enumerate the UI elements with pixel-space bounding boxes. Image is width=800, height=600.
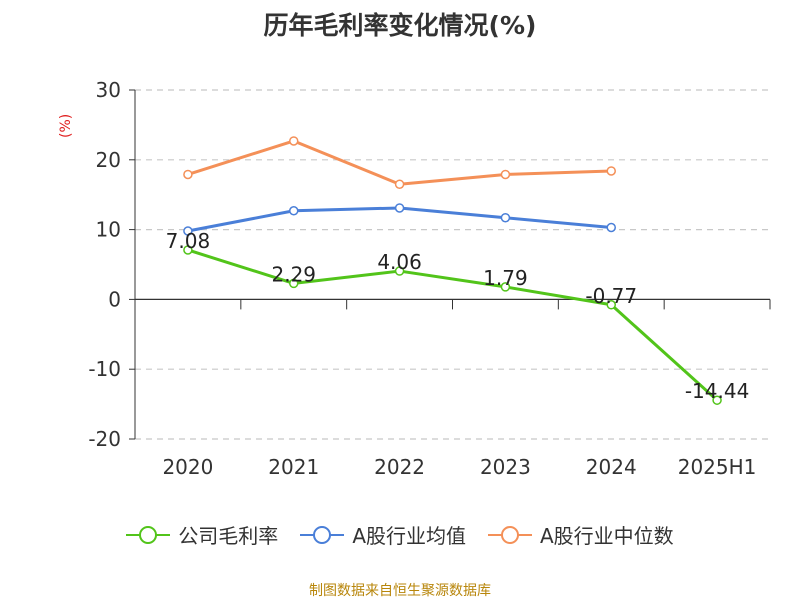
legend-line-circle-icon [126, 525, 171, 544]
y-tick-label: 0 [108, 287, 121, 311]
data-label: 1.79 [483, 266, 528, 290]
legend-label: A股行业均值 [352, 524, 466, 548]
data-point [606, 300, 616, 310]
y-tick-label: 20 [96, 148, 121, 172]
data-point [500, 282, 511, 292]
data-point [394, 266, 405, 276]
y-tick-label: -20 [88, 427, 121, 451]
legend-line-circle-icon [488, 525, 532, 544]
x-tick-label: 2022 [374, 455, 425, 479]
data-point [183, 245, 193, 255]
data-point [394, 179, 405, 189]
x-tick-label: 2025H1 [678, 455, 757, 479]
x-tick-label: 2020 [162, 455, 213, 479]
x-tick-label: 2021 [268, 455, 319, 479]
data-point [183, 226, 193, 236]
chart-title: 历年毛利率变化情况(%) [263, 11, 537, 40]
legend: 公司毛利率 A股行业均值 A股行业中位数 [0, 520, 800, 549]
data-point [183, 169, 193, 180]
legend-item[interactable]: A股行业均值 [300, 520, 466, 549]
series-line [187, 248, 719, 402]
x-tick-label: 2024 [586, 455, 637, 479]
data-point [289, 136, 299, 146]
data-point [500, 169, 511, 180]
data-point [606, 222, 616, 233]
data-label: 2.29 [271, 262, 316, 286]
data-point [500, 212, 511, 223]
y-tick-label: -10 [88, 357, 121, 381]
legend-item[interactable]: 公司毛利率 [126, 520, 278, 549]
series-line [187, 139, 612, 186]
data-point [289, 206, 299, 216]
legend-label: 公司毛利率 [178, 524, 279, 548]
legend-line-circle-icon [300, 525, 345, 544]
y-tick-label: 30 [96, 78, 121, 102]
data-label: 4.06 [377, 250, 422, 274]
data-point [289, 278, 299, 289]
data-label: 7.08 [166, 229, 211, 253]
legend-label: A股行业中位数 [540, 524, 674, 548]
data-source-note: 制图数据来自恒生聚源数据库 [309, 583, 491, 599]
data-point [712, 395, 722, 405]
x-tick-label: 2023 [480, 455, 531, 479]
data-label: -0.77 [585, 284, 637, 308]
data-point [394, 203, 405, 213]
data-point [606, 166, 616, 176]
data-label: -14.44 [685, 379, 749, 403]
legend-item[interactable]: A股行业中位数 [488, 520, 674, 549]
y-tick-label: 10 [96, 218, 121, 242]
